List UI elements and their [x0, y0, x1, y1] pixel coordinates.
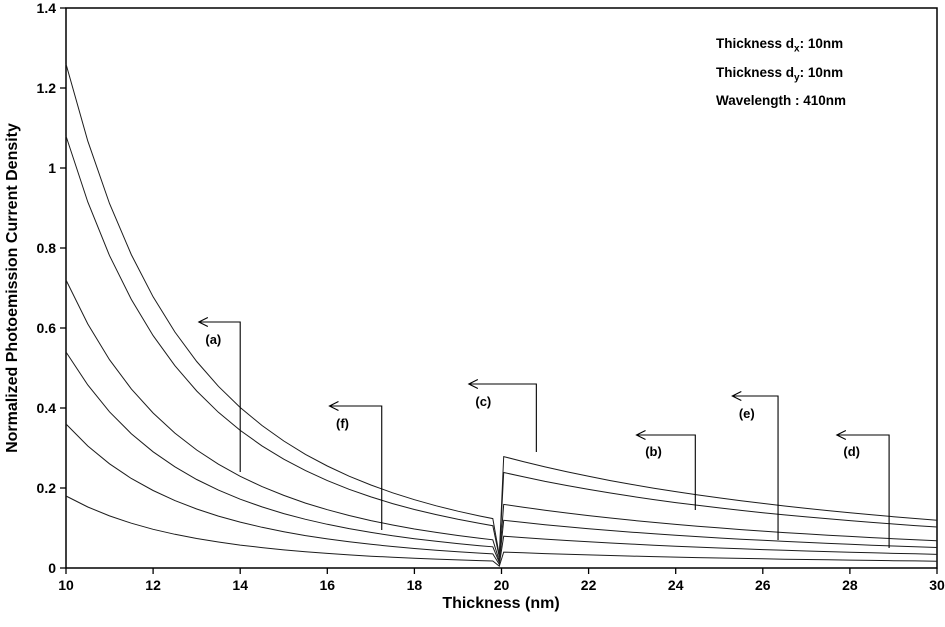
annotation-label: (f)	[336, 416, 349, 431]
legend-text: : 10nm	[799, 36, 844, 51]
x-tick-label: 22	[581, 577, 597, 593]
x-tick-label: 24	[668, 577, 684, 593]
annotation-bracket-line	[836, 434, 890, 548]
annotation-label: (c)	[475, 394, 491, 409]
series-line-curve-6	[65, 495, 938, 568]
legend-text: Thickness d	[716, 64, 795, 80]
y-tick-label: 0.6	[37, 320, 57, 336]
x-tick-label: 20	[494, 577, 510, 593]
legend-line-wavelength: Wavelength : 410nm	[716, 89, 846, 118]
y-tick-label: 0.8	[37, 240, 57, 256]
annotation-arrowhead-icon	[197, 317, 209, 327]
annotation-label: (a)	[205, 332, 221, 347]
x-axis-title: Thickness (nm)	[442, 595, 559, 612]
x-tick-label: 16	[320, 577, 336, 593]
legend-text: : 10nm	[799, 64, 844, 80]
annotation-arrowhead-icon	[835, 430, 847, 440]
series-line-curve-5	[65, 423, 938, 566]
y-tick-label: 0.4	[37, 400, 57, 416]
x-tick-label: 26	[755, 577, 771, 593]
series-line-curve-2	[65, 135, 938, 558]
annotation-bracket-line	[198, 321, 241, 472]
legend-text: Thickness d	[716, 36, 795, 51]
x-tick-label: 10	[58, 577, 74, 593]
legend-subscript: y	[794, 72, 800, 84]
annotation-label: (e)	[739, 406, 755, 421]
annotation-arrowhead-icon	[635, 430, 646, 440]
x-tick-label: 12	[145, 577, 161, 593]
chart-legend: Thickness dx: 10nm Thickness dy: 10nm Wa…	[716, 32, 846, 118]
y-tick-label: 1.4	[37, 0, 57, 16]
annotation-label: (d)	[843, 444, 860, 459]
annotation-bracket-line	[636, 434, 696, 510]
y-tick-label: 1.2	[37, 80, 57, 96]
x-tick-label: 30	[929, 577, 945, 593]
annotation-arrowhead-icon	[731, 391, 742, 401]
annotation-bracket-line	[732, 395, 779, 540]
annotation-arrowhead-icon	[467, 379, 479, 389]
legend-line-thickness-dy: Thickness dy: 10nm	[716, 61, 846, 90]
legend-line-thickness-dx: Thickness dx: 10nm	[716, 32, 846, 61]
y-tick-label: 0	[48, 560, 56, 576]
annotation-arrowhead-icon	[328, 401, 339, 411]
x-tick-label: 14	[232, 577, 248, 593]
y-tick-label: 0.2	[37, 480, 57, 496]
annotation-bracket-line	[468, 383, 537, 452]
y-axis-title: Normalized Photoemission Current Density	[4, 123, 21, 453]
legend-text: Wavelength : 410nm	[716, 93, 847, 109]
annotation-bracket-line	[329, 405, 383, 530]
y-tick-label: 1	[48, 160, 56, 176]
x-tick-label: 18	[407, 577, 423, 593]
annotation-label: (b)	[645, 444, 662, 459]
legend-subscript: x	[794, 43, 800, 55]
x-tick-label: 28	[842, 577, 858, 593]
series-line-curve-1	[65, 63, 938, 556]
